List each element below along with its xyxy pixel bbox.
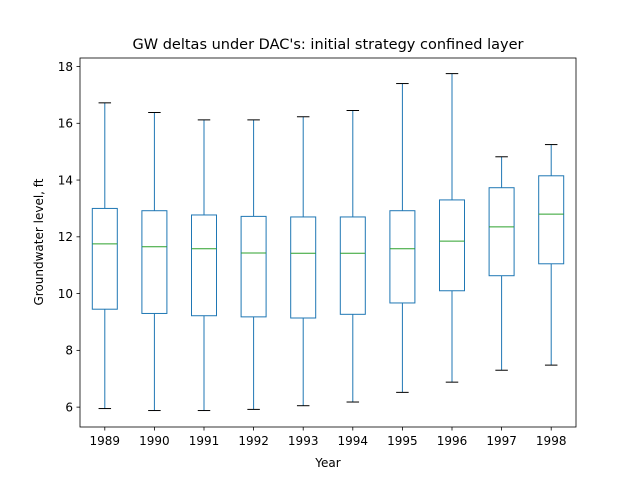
y-axis-label: Groundwater level, ft [32,178,46,305]
box-1996 [439,73,465,383]
y-tick-label: 8 [65,344,73,358]
x-tick-label: 1994 [338,434,369,448]
iqr-box [339,216,366,315]
y-tick-label: 12 [58,230,73,244]
box-1998 [538,144,565,366]
x-tick-label: 1990 [139,434,170,448]
box-1997 [488,156,515,371]
y-tick-label: 10 [58,287,73,301]
x-tick-label: 1996 [437,434,468,448]
box-1992 [240,119,267,410]
iqr-box [91,207,118,310]
y-tick-label: 18 [58,60,73,74]
iqr-box [538,175,565,265]
x-tick-label: 1995 [387,434,418,448]
y-tick-label: 14 [58,173,73,187]
x-tick-label: 1998 [536,434,567,448]
iqr-box [439,199,465,292]
iqr-box [389,210,416,304]
iqr-box [488,187,515,277]
y-axis: 6 8 10 12 14 16 18 [58,60,80,414]
y-tick-label: 6 [65,400,73,414]
x-tick-label: 1993 [288,434,319,448]
x-axis: 1989 1990 1991 1992 1993 1994 1995 1996 1997 1998 [90,427,567,448]
box-1990 [141,111,168,412]
x-tick-label: 1997 [486,434,517,448]
box-1995 [389,83,416,393]
x-tick-label: 1992 [238,434,269,448]
box-1991 [191,119,217,412]
box-1993 [290,116,317,407]
x-tick-label: 1989 [90,434,121,448]
x-axis-label: Year [314,456,340,470]
chart-title: GW deltas under DAC's: initial strategy … [133,37,524,53]
box-1989 [91,102,118,410]
iqr-box [141,210,168,314]
y-tick-label: 16 [58,117,73,131]
iqr-box [191,214,217,317]
box-1994 [339,110,366,403]
plot-area [91,73,565,412]
iqr-box [290,216,317,319]
x-tick-label: 1991 [189,434,220,448]
axes-frame [79,57,577,428]
iqr-box [240,215,267,318]
